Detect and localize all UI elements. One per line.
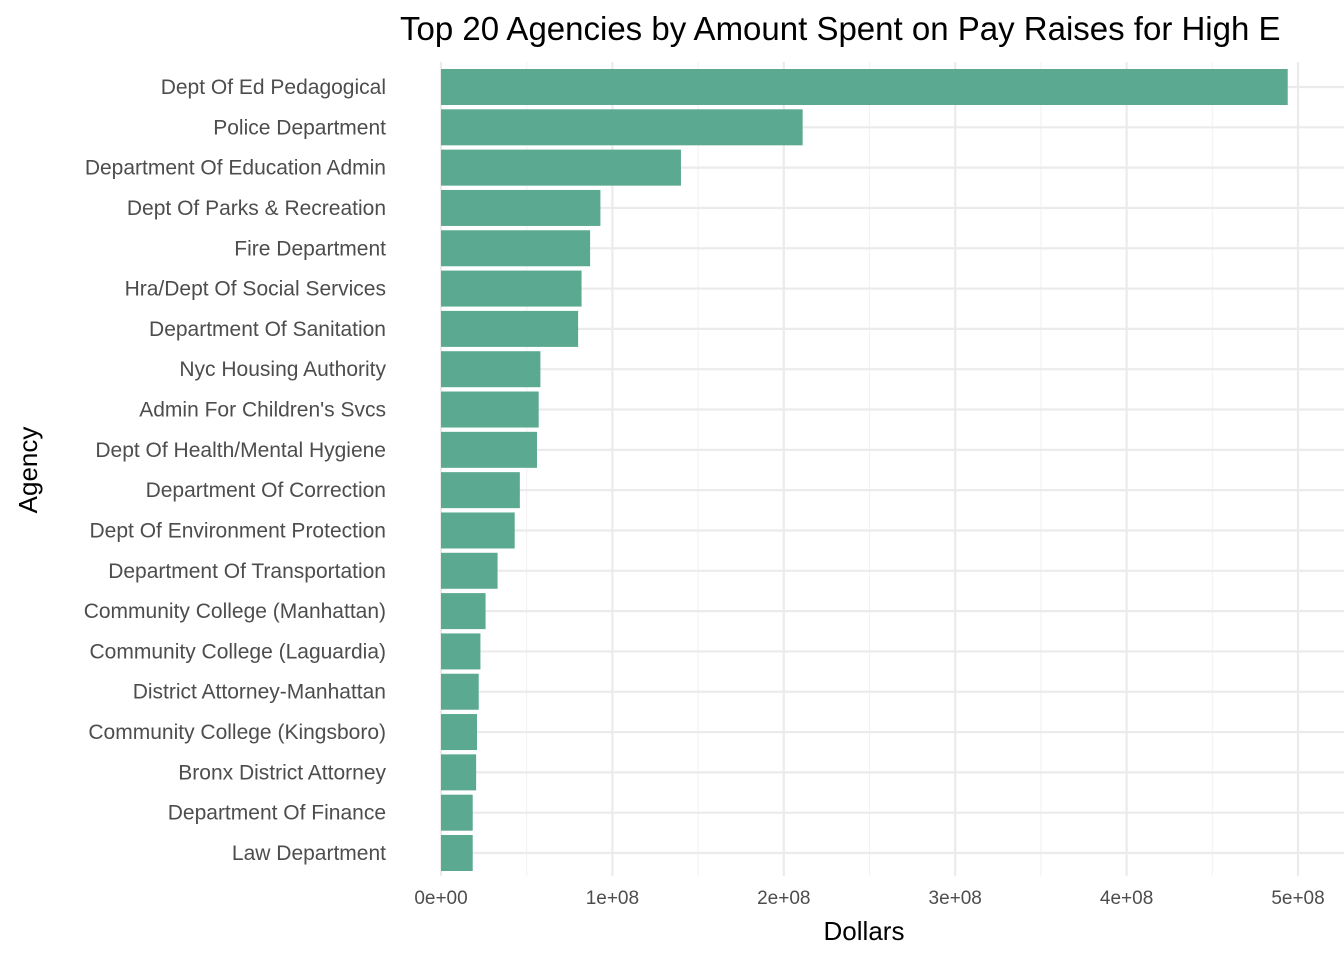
bar xyxy=(441,310,579,347)
category-label: Dept Of Parks & Recreation xyxy=(127,197,386,220)
bar xyxy=(441,633,481,670)
bar xyxy=(441,69,1288,105)
bar xyxy=(441,189,601,226)
category-label: Department Of Sanitation xyxy=(149,318,386,341)
category-label: Dept Of Ed Pedagogical xyxy=(161,76,386,99)
category-label: Nyc Housing Authority xyxy=(179,358,386,381)
category-label: Bronx District Attorney xyxy=(178,761,386,784)
y-axis-title: Agency xyxy=(13,427,43,514)
bar xyxy=(441,230,591,267)
category-label: Dept Of Health/Mental Hygiene xyxy=(95,439,386,462)
chart-title: Top 20 Agencies by Amount Spent on Pay R… xyxy=(400,10,1281,47)
category-label: Community College (Kingsboro) xyxy=(88,721,386,744)
label-layer: 0e+00 1e+08 2e+08 3e+08 4e+08 5e+08 Dept Of Ed… xyxy=(84,76,1325,909)
bar xyxy=(441,794,473,831)
x-tick-label: 1e+08 xyxy=(586,888,639,909)
x-tick-label: 0e+00 xyxy=(414,888,467,909)
bar xyxy=(441,472,520,509)
x-tick-label: 3e+08 xyxy=(929,888,982,909)
bar xyxy=(441,391,539,428)
category-label: District Attorney-Manhattan xyxy=(133,681,386,704)
x-tick-label: 4e+08 xyxy=(1100,888,1153,909)
bar-layer xyxy=(441,69,1288,871)
bar xyxy=(441,270,582,307)
category-label: Community College (Laguardia) xyxy=(90,640,386,663)
category-label: Community College (Manhattan) xyxy=(84,600,386,623)
x-axis-title: Dollars xyxy=(824,916,905,946)
bar xyxy=(441,714,477,751)
bar xyxy=(441,593,486,630)
category-label: Admin For Children's Svcs xyxy=(139,399,386,422)
category-label: Fire Department xyxy=(234,237,386,260)
bar xyxy=(441,512,515,549)
bar xyxy=(441,835,473,871)
x-tick-label: 2e+08 xyxy=(757,888,810,909)
x-tick-label: 5e+08 xyxy=(1271,888,1324,909)
category-label: Department Of Finance xyxy=(168,802,386,825)
bar xyxy=(441,109,803,146)
category-label: Department Of Education Admin xyxy=(85,157,386,180)
category-label: Hra/Dept Of Social Services xyxy=(125,278,386,301)
bar xyxy=(441,754,477,791)
category-label: Police Department xyxy=(213,116,386,139)
bar xyxy=(441,431,537,468)
category-label: Department Of Correction xyxy=(146,479,386,502)
bar xyxy=(441,351,541,388)
bar xyxy=(441,673,479,710)
category-label: Department Of Transportation xyxy=(108,560,386,583)
bar xyxy=(441,552,498,589)
bar xyxy=(441,149,681,186)
category-label: Dept Of Environment Protection xyxy=(90,519,386,542)
category-label: Law Department xyxy=(232,842,386,865)
